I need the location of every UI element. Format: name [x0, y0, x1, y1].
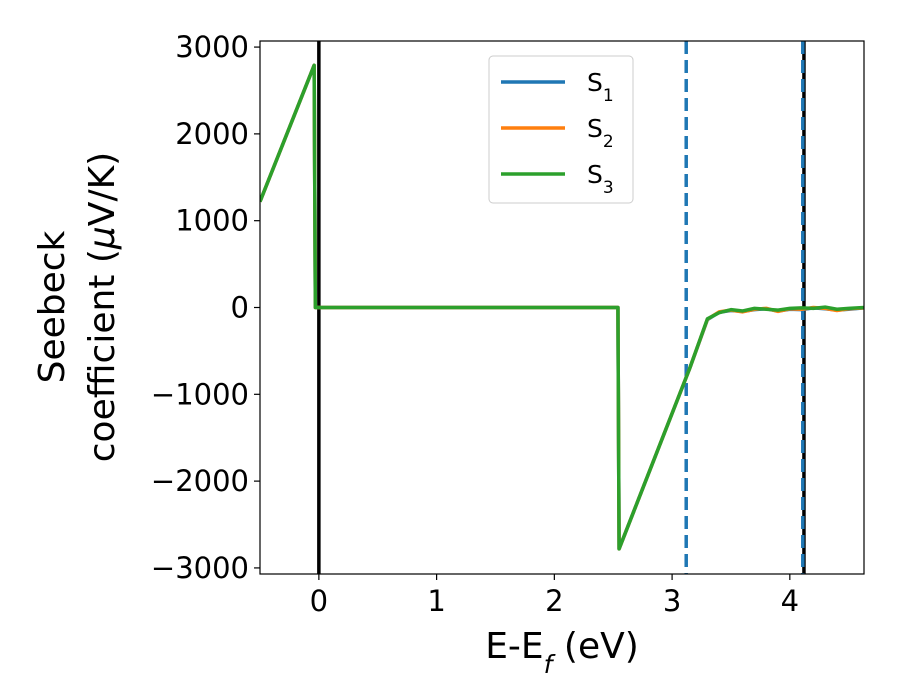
x-axis-label: E-Ef (eV): [485, 626, 639, 679]
x-tick-label: 0: [310, 584, 328, 618]
y-axis: 3000 2000 1000 0 −1000 −2000 −3000: [151, 30, 260, 585]
x-tick-label: 4: [781, 584, 799, 618]
y-axis-label-line2: coefficient (μV/K): [82, 152, 123, 462]
x-axis: 0 1 2 3 4: [310, 574, 799, 618]
y-tick-label: 0: [231, 291, 249, 325]
legend: S1 S2 S3: [488, 55, 634, 204]
legend-label-s1: S1: [587, 68, 614, 106]
series-lines: [260, 63, 864, 551]
y-axis-label-line1: Seebeck: [32, 230, 73, 383]
y-axis-label: Seebeck coefficient (μV/K): [32, 152, 123, 462]
y-tick-label: −2000: [151, 464, 249, 498]
y-tick-label: −1000: [151, 377, 249, 411]
x-tick-label: 1: [427, 584, 445, 618]
y-tick-label: 2000: [175, 117, 249, 151]
y-tick-label: −3000: [151, 551, 249, 585]
series-line-s3: [260, 63, 864, 551]
x-tick-label: 3: [663, 584, 681, 618]
legend-label-s2: S2: [587, 114, 614, 152]
legend-label-s3: S3: [587, 160, 614, 198]
y-tick-label: 1000: [175, 204, 249, 238]
y-tick-label: 3000: [175, 30, 249, 64]
x-tick-label: 2: [545, 584, 563, 618]
